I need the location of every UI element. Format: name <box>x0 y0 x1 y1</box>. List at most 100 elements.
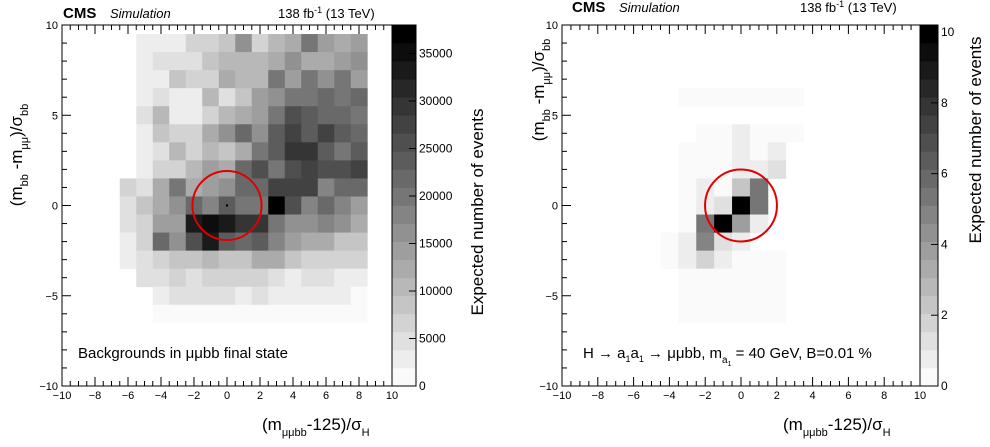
left-heatmap-cell <box>235 70 253 89</box>
left-heatmap-cell <box>317 34 335 53</box>
right-x-tick-label: 4 <box>810 390 816 402</box>
right-x-tick-label: −2 <box>699 390 712 402</box>
right-z-axis-label: Expected number of events <box>966 37 985 244</box>
left-heatmap-cell <box>350 124 368 143</box>
right-x-tick-label: −8 <box>592 390 605 402</box>
left-x-tick-label: −4 <box>155 390 168 402</box>
right-heatmap-cell <box>767 250 787 270</box>
left-colorbar-band <box>392 97 416 116</box>
left-heatmap-cell <box>350 52 368 71</box>
left-colorbar-band <box>392 133 416 152</box>
left-y-ticks: −10 −5 0 5 10 <box>39 20 71 393</box>
left-heatmap-cell <box>218 106 236 125</box>
left-heatmap-cell <box>169 160 187 179</box>
left-heatmap-cell <box>251 250 269 270</box>
left-heatmap-cell <box>169 124 187 143</box>
left-heatmap-cell <box>169 196 187 215</box>
right-heatmap-cell <box>714 214 733 233</box>
left-colorbar-tick-label: 20000 <box>419 189 453 203</box>
right-colorbar-tick-label: 6 <box>941 167 948 181</box>
right-heatmap-cell <box>749 196 769 215</box>
right-colorbar <box>919 24 939 387</box>
right-heatmap-cell <box>660 232 679 252</box>
left-heatmap-cell <box>152 52 170 71</box>
right-simulation-label: Simulation <box>619 0 680 15</box>
left-z-axis-label: Expected number of events <box>468 109 487 316</box>
left-heatmap-cell <box>202 70 220 89</box>
left-heatmap-cell <box>268 232 286 252</box>
right-heatmap-cell <box>714 268 733 288</box>
left-heatmap-cell <box>268 34 286 53</box>
left-heatmap-cell <box>317 232 335 252</box>
left-heatmap-cell <box>334 196 352 215</box>
left-colorbar-band <box>392 313 416 333</box>
left-heatmap-cell <box>350 160 368 179</box>
left-heatmap-cell <box>268 70 286 89</box>
left-x-tick-label: 8 <box>356 390 362 402</box>
left-heatmap-cell <box>251 268 269 288</box>
left-heatmap-cell <box>152 142 170 161</box>
left-heatmap-cell <box>185 70 203 89</box>
right-heatmap-cell <box>714 286 733 306</box>
left-heatmap-cell <box>268 250 286 270</box>
left-heatmap-cell <box>251 70 269 89</box>
left-x-axis-label: (mμμbb-125)/σH <box>262 415 370 439</box>
left-heatmap-cell <box>185 34 203 53</box>
left-heatmap-cell <box>317 304 335 324</box>
left-heatmap-cell <box>268 304 286 324</box>
right-heatmap-cells <box>660 88 805 324</box>
left-colorbar-band <box>392 25 416 44</box>
left-heatmap-cell <box>136 160 154 179</box>
left-heatmap-cell <box>169 142 187 161</box>
left-heatmap-cell <box>251 52 269 71</box>
right-heatmap-cell <box>749 160 769 179</box>
right-panel: −10 −8 −6 −4 −2 0 2 4 6 8 10 −10 −5 0 5 10 0 2 4 6 8 10 CMS… <box>529 0 985 439</box>
left-heatmap-cell <box>350 268 368 288</box>
left-heatmap-cell <box>152 304 170 324</box>
right-colorbar-band <box>920 241 938 261</box>
right-heatmap-cell <box>678 160 697 179</box>
left-heatmap-cell <box>218 286 236 306</box>
left-heatmap-cell <box>317 52 335 71</box>
left-colorbar-tick-label: 35000 <box>419 47 453 61</box>
left-heatmap-cells <box>119 34 368 324</box>
left-heatmap-cell <box>136 214 154 233</box>
right-heatmap-cell <box>714 196 733 215</box>
left-colorbar-frame <box>391 24 417 387</box>
right-heatmap-cell <box>767 142 787 161</box>
right-colorbar-band <box>920 151 938 170</box>
left-heatmap-cell <box>284 178 302 197</box>
left-heatmap-cell <box>350 142 368 161</box>
right-heatmap-cell <box>732 88 751 107</box>
right-heatmap-cell <box>785 124 805 143</box>
right-heatmap-cell <box>696 214 715 233</box>
right-x-tick-label: 0 <box>738 390 744 402</box>
left-heatmap-cell <box>119 214 137 233</box>
left-heatmap-cell <box>251 34 269 53</box>
left-y-axis-label: (mbb -mμμ)/σbb <box>7 104 31 206</box>
left-heatmap-cell <box>334 250 352 270</box>
right-heatmap-cell <box>696 124 715 143</box>
right-heatmap-cell <box>660 250 679 270</box>
left-heatmap-cell <box>235 250 253 270</box>
left-heatmap-cell <box>317 268 335 288</box>
left-heatmap-cell <box>185 268 203 288</box>
left-heatmap-cell <box>284 214 302 233</box>
left-heatmap-cell <box>317 106 335 125</box>
left-heatmap-cell <box>152 250 170 270</box>
right-heatmap-cell <box>696 268 715 288</box>
left-heatmap-cell <box>169 106 187 125</box>
left-heatmap-cell <box>350 88 368 107</box>
left-y-tick-label: 0 <box>52 201 58 213</box>
right-colorbar-band <box>920 277 938 297</box>
left-heatmap-cell <box>251 124 269 143</box>
left-heatmap-cell <box>185 88 203 107</box>
right-lumi-label: 138 fb-1 (13 TeV) <box>800 0 897 15</box>
left-heatmap-cell <box>218 88 236 107</box>
left-x-tick-label: −8 <box>89 390 102 402</box>
right-heatmap-cell <box>767 286 787 306</box>
left-colorbar-band <box>392 79 416 98</box>
left-heatmap-cell <box>119 250 137 270</box>
left-x-tick-label: 0 <box>224 390 230 402</box>
left-heatmap-cell <box>268 214 286 233</box>
